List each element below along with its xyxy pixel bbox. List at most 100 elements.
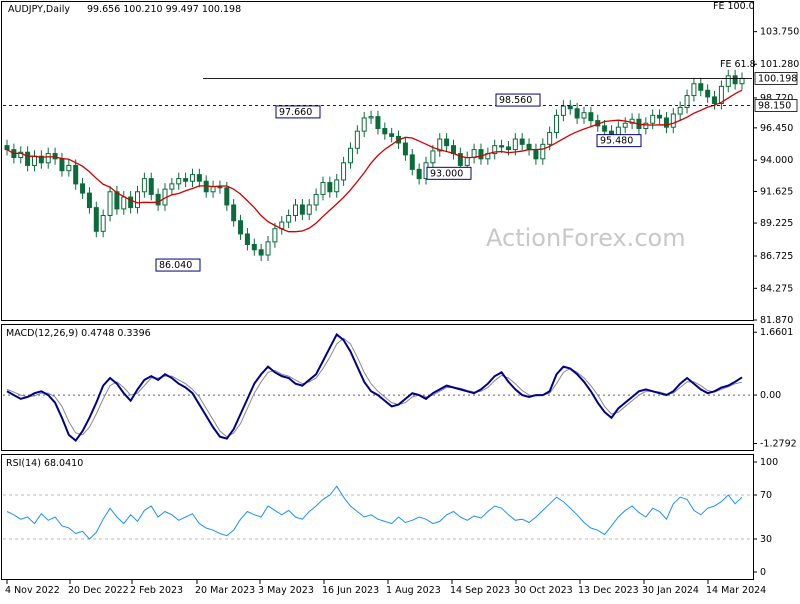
candle-body [361, 117, 367, 132]
candle-body [402, 142, 408, 156]
candle-body [334, 179, 340, 193]
fe618-label: FE 61.8 [720, 59, 756, 70]
rsi-line [6, 485, 743, 540]
annotation-box [596, 134, 642, 148]
rsi-panel [1, 454, 754, 580]
date-tick-label: 14 Sep 2023 [450, 585, 510, 596]
candle-body [698, 83, 704, 91]
candle-body [327, 182, 333, 193]
rsi-tick-label: 0 [760, 567, 766, 578]
candle-body [588, 112, 594, 122]
candle-body [629, 118, 635, 124]
macd-series [3, 332, 752, 442]
annotation-label: 97.660 [279, 107, 312, 118]
candle-body [457, 153, 463, 166]
annotation-box [275, 105, 321, 119]
candle-body [141, 178, 147, 193]
price-tick-label: 84.275 [760, 283, 793, 294]
candle-body [533, 149, 539, 160]
candle-body [107, 191, 113, 216]
candle-body [299, 204, 305, 215]
candle-body [121, 196, 127, 210]
candle-body [66, 164, 72, 172]
price-tick-label: 91.625 [760, 186, 793, 197]
candle-body [705, 89, 711, 98]
candle-body [725, 75, 731, 87]
axes: 103.750 101.280 98.720 96.450 94.000 91.625 89… [5, 27, 799, 596]
candle-body [574, 108, 580, 119]
candle-body [196, 174, 202, 182]
candle-body [320, 182, 326, 195]
rsi-tick-label: 100 [760, 457, 778, 468]
candle-body [189, 174, 195, 182]
price-panel [1, 1, 754, 321]
candle-body [148, 178, 154, 195]
price-box-label: 98.150 [758, 100, 791, 111]
candle-body [712, 96, 718, 104]
candle-body [238, 220, 244, 235]
date-tick-label: 4 Nov 2022 [5, 585, 60, 596]
candle-body [519, 138, 525, 145]
date-tick-label: 1 Aug 2023 [386, 585, 441, 596]
rsi-label: RSI(14) 68.0410 [6, 458, 83, 469]
watermark: ActionForex.com [486, 224, 686, 252]
annotation-label: 98.560 [499, 95, 532, 106]
candle-body [416, 168, 422, 180]
candle-body [622, 122, 628, 128]
candle-body [567, 105, 573, 110]
rsi-tick-label: 30 [760, 534, 772, 545]
date-tick-label: 3 May 2023 [258, 585, 314, 596]
candle-body [677, 106, 683, 115]
price-tick-label: 89.225 [760, 218, 793, 229]
macd-tick-label: 0.00 [760, 390, 781, 401]
candle-body [368, 116, 374, 119]
candle-body [231, 204, 237, 222]
price-series: 86.040 97.660 93.000 98.560 95.480 [3, 69, 752, 272]
candle-body [739, 77, 745, 85]
price-tick-label: 101.280 [760, 59, 799, 70]
rsi-series [3, 485, 752, 540]
candle-body [45, 153, 51, 164]
candle-body [114, 191, 120, 210]
candle-body [478, 149, 484, 160]
candle-body [409, 154, 415, 170]
candle-body [244, 233, 250, 245]
price-tick-label: 94.000 [760, 155, 793, 166]
candle-body [602, 125, 608, 132]
candle-body [176, 178, 182, 185]
candle-body [382, 128, 388, 135]
ohlc-label: 99.656 100.210 99.497 100.198 [87, 4, 241, 15]
macd-tick-label: 1.6601 [760, 327, 793, 338]
candle-body [581, 112, 587, 119]
candle-body [210, 186, 216, 193]
candle-body [4, 145, 10, 151]
date-tick-label: 20 Mar 2023 [195, 585, 255, 596]
annotation-label: 93.000 [430, 168, 463, 179]
candle-body [59, 158, 65, 172]
candle-body [169, 183, 175, 190]
candle-body [354, 130, 360, 149]
candle-body [18, 151, 24, 159]
candle-body [375, 116, 381, 130]
price-box-label: 100.198 [758, 73, 797, 84]
price-tick-label: 98.720 [760, 93, 793, 104]
candle-body [718, 85, 724, 104]
candle-body [183, 178, 189, 182]
candle-body [389, 133, 395, 137]
annotation-box [155, 258, 201, 272]
candle-body [526, 143, 532, 151]
candle-body [306, 204, 312, 215]
candle-body [155, 193, 161, 206]
price-box [754, 72, 798, 85]
candle-body [272, 228, 278, 243]
date-tick-label: 20 Dec 2022 [68, 585, 129, 596]
candle-body [258, 249, 264, 256]
candle-body [657, 114, 663, 119]
candle-body [505, 146, 511, 151]
annotation-box [495, 93, 541, 107]
moving-average-line [6, 89, 743, 233]
candle-body [265, 241, 271, 256]
candle-body [52, 153, 58, 160]
candle-body [691, 83, 697, 97]
